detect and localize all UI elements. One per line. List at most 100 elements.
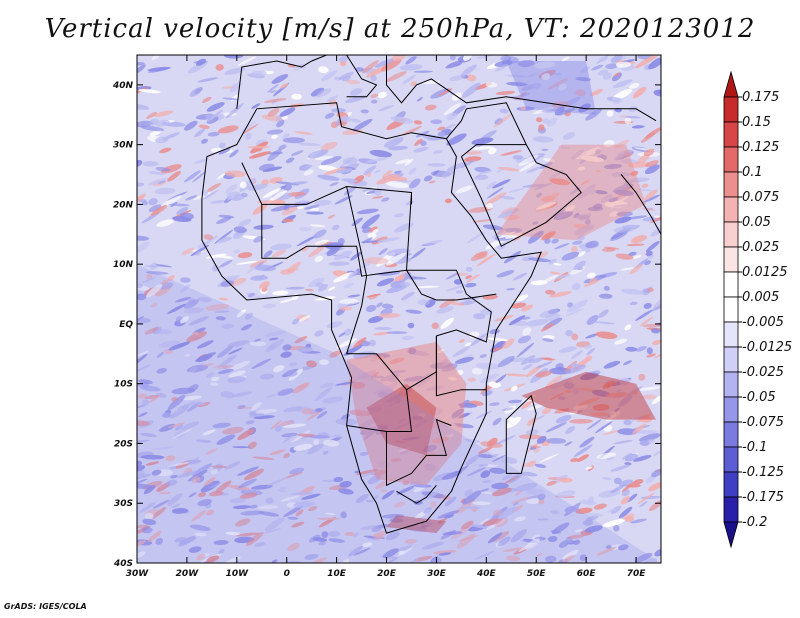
field-speckle: [618, 506, 633, 519]
field-speckle: [396, 485, 415, 495]
field-speckle: [176, 207, 189, 215]
field-speckle: [625, 116, 641, 119]
field-speckle: [429, 501, 437, 509]
field-speckle: [249, 259, 268, 268]
field-speckle: [548, 258, 557, 265]
field-speckle: [527, 73, 537, 78]
field-speckle: [245, 531, 264, 547]
field-speckle: [573, 539, 581, 545]
field-speckle: [644, 189, 658, 201]
field-speckle: [350, 251, 363, 261]
field-speckle: [141, 399, 150, 406]
field-speckle: [492, 227, 507, 239]
field-speckle: [314, 156, 334, 161]
colorbar-swatch: [723, 446, 739, 473]
field-speckle: [534, 463, 547, 468]
y-tick-label: 10N: [113, 260, 134, 270]
field-speckle: [148, 198, 158, 206]
field-speckle: [369, 149, 393, 158]
field-speckle: [343, 328, 352, 336]
field-speckle: [611, 72, 622, 82]
field-speckle: [341, 559, 350, 563]
field-speckle: [301, 493, 321, 500]
field-speckle: [207, 109, 224, 122]
field-speckle: [526, 319, 548, 327]
colorbar-label: -0.005: [742, 315, 784, 330]
field-speckle: [137, 353, 148, 367]
field-speckle: [446, 133, 467, 146]
field-speckle: [437, 126, 446, 131]
mideast-subsidence: [506, 61, 597, 115]
field-speckle: [614, 338, 628, 345]
field-speckle: [503, 475, 520, 485]
field-speckle: [617, 544, 629, 551]
field-speckle: [188, 316, 209, 326]
field-speckle: [229, 149, 239, 158]
field-speckle: [222, 97, 238, 101]
field-speckle: [573, 444, 593, 457]
field-speckle: [447, 161, 468, 171]
field-speckle: [212, 264, 219, 272]
field-speckle: [326, 321, 343, 329]
colorbar-swatch: [723, 171, 739, 198]
field-speckle: [267, 83, 279, 93]
field-speckle: [495, 90, 516, 95]
field-speckle: [476, 253, 496, 267]
field-speckle: [503, 547, 524, 552]
field-speckle: [620, 288, 645, 295]
field-speckle: [577, 166, 586, 171]
field-speckle: [279, 486, 288, 490]
field-speckle: [161, 195, 183, 207]
field-speckle: [506, 81, 528, 87]
field-speckle: [137, 473, 152, 481]
field-speckle: [251, 103, 261, 109]
field-speckle: [588, 495, 594, 501]
field-speckle: [627, 161, 650, 168]
field-speckle: [558, 83, 567, 91]
field-speckle: [437, 131, 446, 137]
field-speckle: [335, 418, 358, 426]
field-speckle: [534, 61, 556, 69]
field-speckle: [510, 385, 518, 392]
field-speckle: [227, 347, 243, 355]
field-speckle: [155, 264, 173, 268]
field-speckle: [521, 400, 533, 409]
field-speckle: [446, 112, 458, 121]
field-speckle: [522, 183, 547, 188]
field-speckle: [305, 288, 315, 292]
field-speckle: [366, 537, 380, 541]
field-speckle: [535, 370, 552, 378]
field-speckle: [180, 212, 194, 220]
field-speckle: [215, 64, 224, 71]
field-speckle: [487, 337, 510, 342]
field-speckle: [556, 490, 576, 498]
field-speckle: [542, 407, 552, 415]
field-speckle: [603, 246, 620, 250]
field-speckle: [314, 330, 324, 337]
field-speckle: [298, 315, 311, 322]
x-tick-label: 10E: [327, 569, 347, 579]
field-speckle: [348, 270, 358, 279]
field-speckle: [377, 312, 401, 319]
field-speckle: [384, 137, 404, 148]
field-speckle: [485, 238, 505, 250]
field-speckle: [137, 120, 154, 128]
field-speckle: [308, 506, 318, 512]
field-speckle: [562, 555, 575, 563]
field-speckle: [180, 421, 200, 430]
field-speckle: [617, 149, 634, 157]
field-speckle: [362, 226, 372, 234]
field-speckle: [331, 224, 340, 231]
field-speckle: [438, 552, 452, 556]
field-speckle: [471, 137, 494, 145]
field-speckle: [651, 468, 661, 478]
field-speckle: [480, 488, 490, 492]
field-speckle: [500, 150, 522, 156]
field-speckle: [529, 445, 542, 448]
x-tick-label: 30W: [126, 569, 150, 579]
field-speckle: [294, 131, 313, 135]
field-speckle: [326, 245, 340, 257]
field-speckle: [567, 534, 585, 539]
field-speckle: [315, 408, 323, 413]
field-speckle: [536, 117, 543, 123]
